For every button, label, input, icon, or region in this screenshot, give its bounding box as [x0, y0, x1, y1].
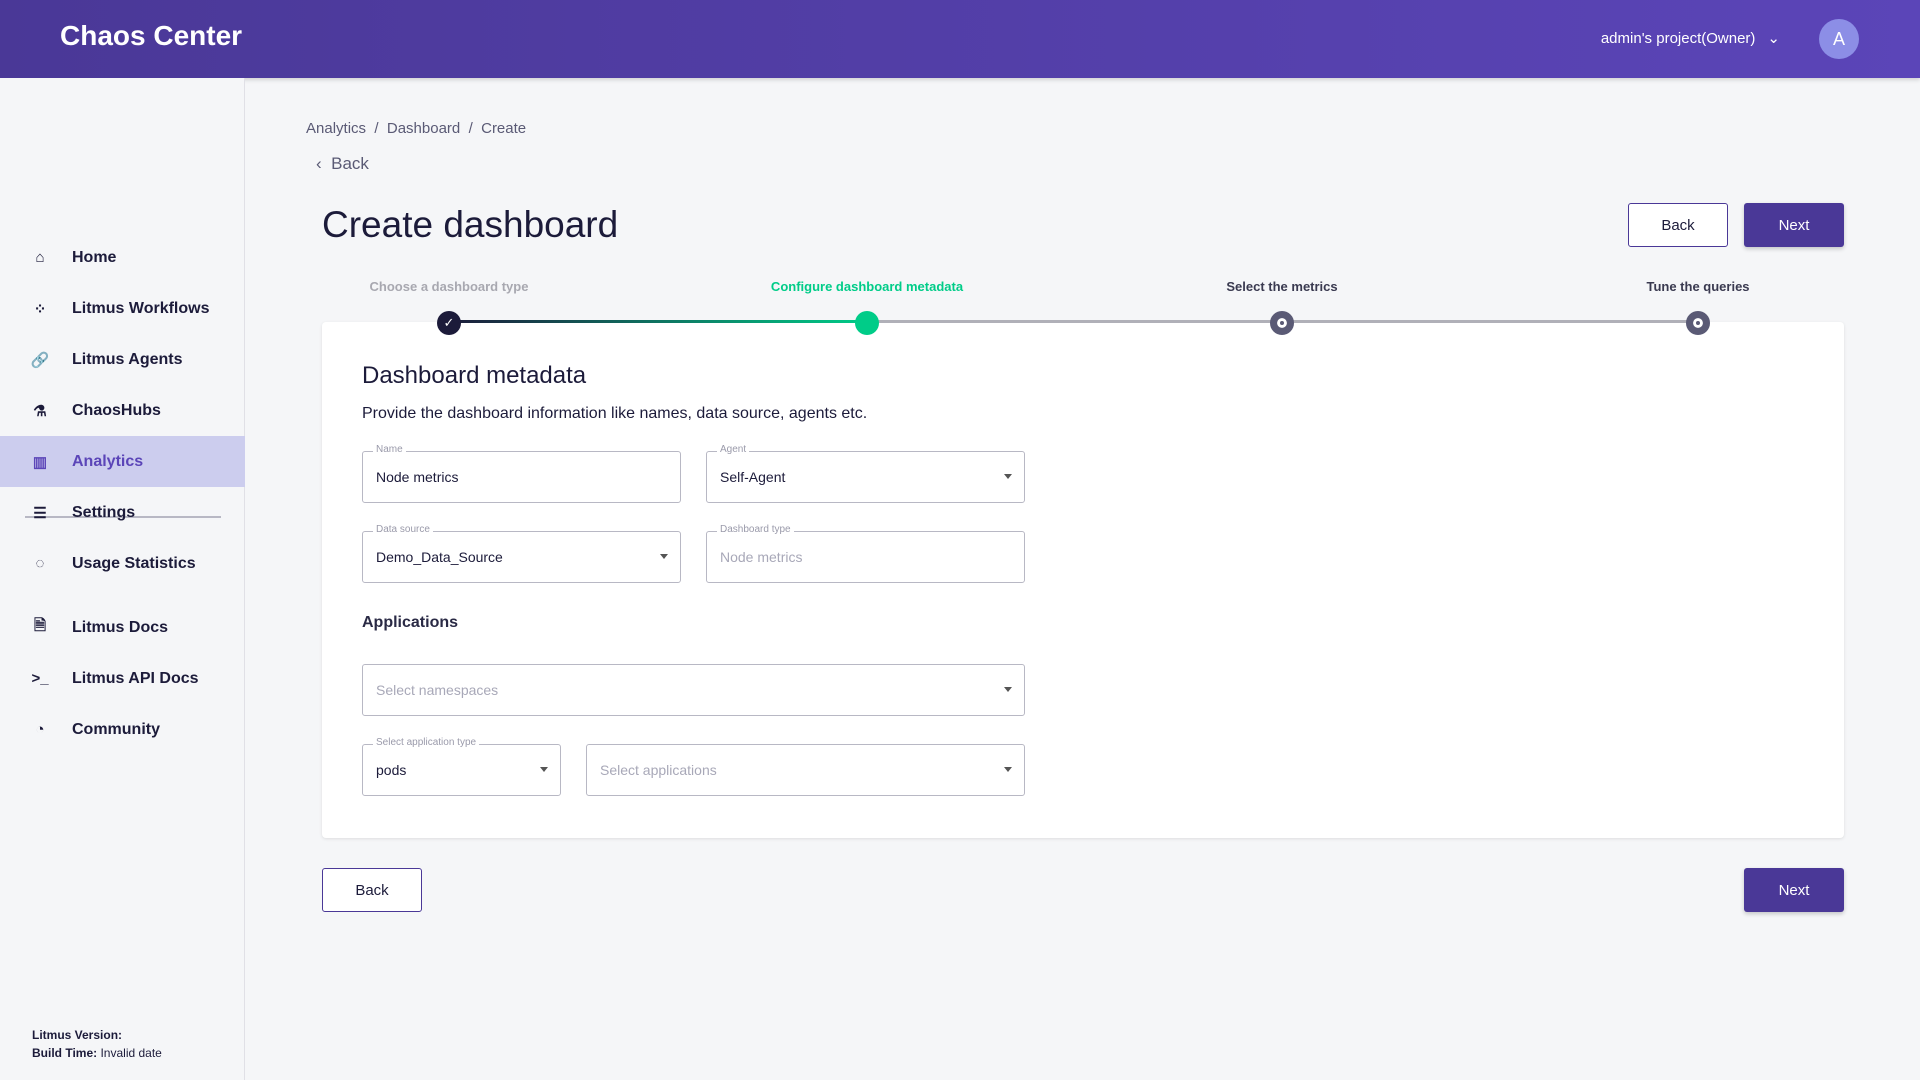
next-button-top[interactable]: Next	[1744, 203, 1844, 247]
caret-down-icon	[1004, 767, 1012, 772]
sidebar-divider	[25, 516, 221, 518]
applications-title: Applications	[362, 614, 459, 631]
sidebar-item-label: Litmus Agents	[72, 350, 183, 368]
project-name: admin's project(Owner)	[1600, 29, 1756, 47]
caret-down-icon	[660, 554, 668, 559]
step-label-3: Select the metrics	[1226, 279, 1338, 294]
docs-icon: 🗎	[33, 617, 47, 634]
build-label: Build Time:	[32, 1046, 98, 1060]
breadcrumb-dashboard[interactable]: Dashboard	[386, 120, 461, 137]
terminal-icon: >_	[31, 670, 49, 687]
name-label: Name	[373, 444, 406, 455]
namespaces-select[interactable]: Select namespaces	[362, 664, 1025, 716]
step-label-2: Configure dashboard metadata	[770, 279, 964, 294]
link-icon: 🔗	[30, 351, 50, 369]
community-icon: ◔	[35, 721, 45, 738]
step-pending-dot	[1686, 311, 1710, 335]
agent-value: Self-Agent	[720, 469, 786, 485]
home-icon: ⌂	[35, 249, 45, 266]
step-active-dot	[855, 311, 879, 335]
name-value: Node metrics	[376, 469, 459, 485]
data-source-value: Demo_Data_Source	[376, 549, 503, 565]
form-title: Dashboard metadata	[362, 362, 587, 389]
step-pending-dot	[1270, 311, 1294, 335]
sidebar-item-label: Analytics	[72, 452, 144, 470]
back-button-top[interactable]: Back	[1628, 203, 1728, 247]
sidebar-item-litmus-api-docs[interactable]: >_ Litmus API Docs	[0, 653, 245, 704]
sidebar-item-label: ChaosHubs	[72, 401, 161, 419]
app-title: Chaos Center	[60, 20, 243, 51]
version-label: Litmus Version:	[32, 1028, 123, 1042]
sidebar-item-label: Community	[72, 720, 160, 738]
chevron-down-icon: ⌄	[1767, 30, 1780, 47]
name-input[interactable]: Name Node metrics	[362, 444, 681, 503]
project-selector[interactable]: admin's project(Owner) ⌄	[1600, 29, 1780, 48]
data-source-select[interactable]: Data source Demo_Data_Source	[362, 524, 681, 583]
stepper-line-done	[449, 320, 867, 323]
application-type-select[interactable]: Select application type pods	[362, 737, 561, 796]
sidebar-item-label: Litmus Workflows	[72, 299, 210, 317]
caret-down-icon	[540, 767, 548, 772]
build-value: Invalid date	[100, 1046, 162, 1060]
settings-icon: ☰	[33, 504, 47, 522]
sidebar-item-usage-statistics[interactable]: ◌ Usage Statistics	[0, 538, 245, 589]
dashboard-type-input[interactable]: Dashboard type Node metrics	[706, 524, 1025, 583]
sidebar-item-community[interactable]: ◔ Community	[0, 704, 245, 755]
next-button-bottom[interactable]: Next	[1744, 868, 1844, 912]
caret-down-icon	[1004, 474, 1012, 479]
sidebar-item-label: Settings	[72, 503, 136, 521]
applications-select[interactable]: Select applications	[586, 744, 1025, 796]
sidebar-item-label: Litmus Docs	[72, 618, 169, 636]
top-header: Chaos Center admin's project(Owner) ⌄ A	[0, 0, 1920, 78]
page-title: Create dashboard	[322, 204, 619, 245]
sidebar-item-analytics[interactable]: ▥ Analytics	[0, 436, 245, 487]
sidebar-item-label: Usage Statistics	[72, 554, 196, 572]
chevron-left-icon: ‹	[316, 154, 322, 173]
avatar[interactable]: A	[1819, 19, 1859, 59]
step-label-1: Choose a dashboard type	[369, 279, 529, 294]
breadcrumb-analytics[interactable]: Analytics	[306, 120, 367, 137]
agent-label: Agent	[717, 444, 750, 455]
namespaces-placeholder: Select namespaces	[376, 682, 499, 698]
agent-select[interactable]: Agent Self-Agent	[706, 444, 1025, 503]
breadcrumb-create: Create	[481, 120, 527, 137]
workflows-icon: ⁘	[33, 300, 47, 318]
applications-placeholder: Select applications	[600, 762, 717, 778]
back-button-bottom[interactable]: Back	[322, 868, 422, 912]
form-description: Provide the dashboard information like n…	[362, 405, 868, 422]
sidebar-item-settings[interactable]: ☰ Settings	[0, 487, 245, 538]
back-link-label: Back	[331, 154, 369, 173]
dashboard-type-placeholder: Node metrics	[720, 549, 803, 565]
sidebar-item-litmus-docs[interactable]: 🗎 Litmus Docs	[0, 602, 245, 653]
sidebar-item-litmus-workflows[interactable]: ⁘ Litmus Workflows	[0, 283, 245, 334]
back-link[interactable]: ‹ Back	[316, 154, 369, 174]
data-source-label: Data source	[373, 524, 433, 535]
application-type-label: Select application type	[373, 737, 480, 748]
analytics-icon: ▥	[32, 453, 48, 471]
step-done-check-icon: ✓	[437, 311, 461, 335]
flask-icon: ⚗	[33, 402, 47, 420]
step-label-4: Tune the queries	[1646, 279, 1750, 294]
sidebar: Litmus Version: Build Time: Invalid date…	[0, 78, 245, 1080]
breadcrumb: Analytics / Dashboard / Create	[306, 120, 527, 137]
sidebar-item-home[interactable]: ⌂ Home	[0, 232, 245, 283]
sidebar-item-chaoshubs[interactable]: ⚗ ChaosHubs	[0, 385, 245, 436]
caret-down-icon	[1004, 687, 1012, 692]
dashboard-type-label: Dashboard type	[717, 524, 794, 535]
sidebar-item-label: Litmus API Docs	[72, 669, 199, 687]
usage-icon: ◌	[35, 555, 45, 572]
application-type-value: pods	[376, 762, 407, 778]
sidebar-item-litmus-agents[interactable]: 🔗 Litmus Agents	[0, 334, 245, 385]
sidebar-item-label: Home	[72, 248, 117, 266]
